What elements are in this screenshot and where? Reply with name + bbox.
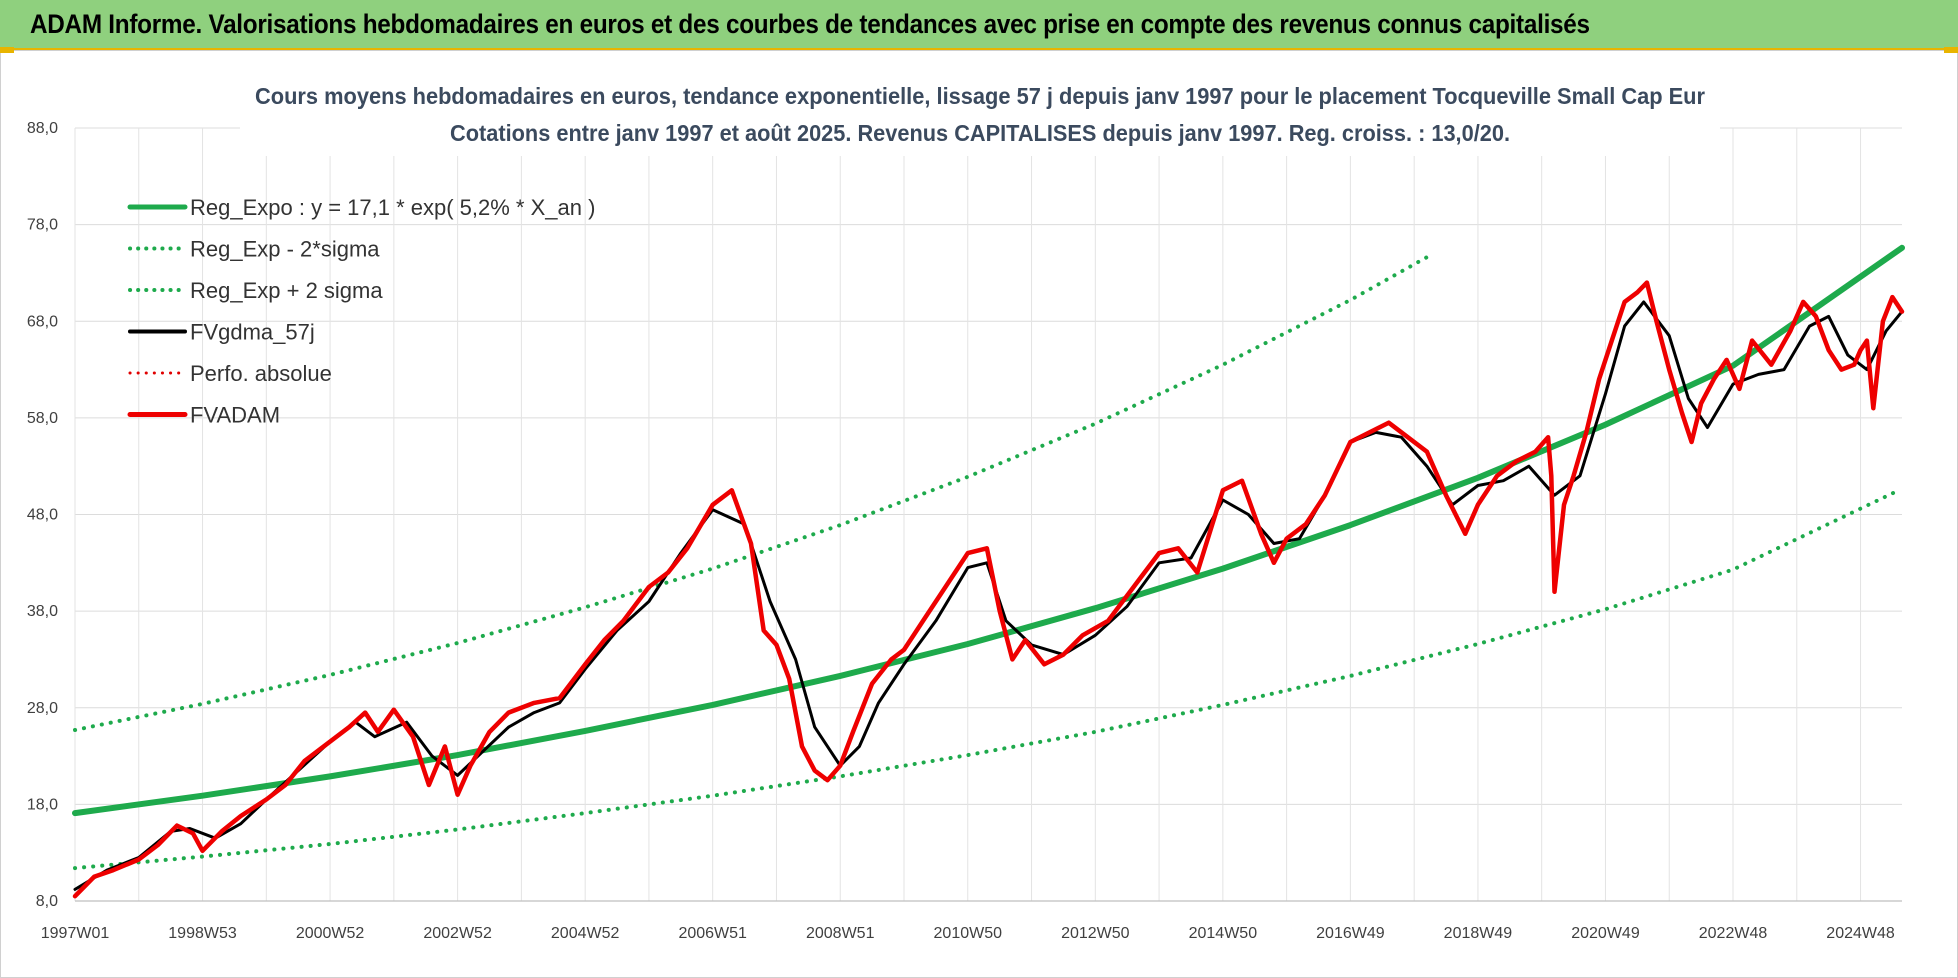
- frame-corner-mark: [1944, 47, 1958, 53]
- legend: Reg_Expo : y = 17,1 * exp( 5,2% * X_an )…: [127, 195, 595, 428]
- x-tick-label: 1997W01: [41, 925, 110, 942]
- y-tick-label: 68,0: [27, 313, 58, 330]
- legend-label: FVADAM: [190, 403, 280, 428]
- series-line-5: [72, 280, 1905, 899]
- x-tick-label: 2004W52: [551, 925, 620, 942]
- series-line-0: [72, 244, 1905, 817]
- title-backdrop: [240, 78, 1720, 156]
- y-tick-label: 88,0: [27, 120, 58, 137]
- chart-subtitle: Cotations entre janv 1997 et août 2025. …: [450, 120, 1510, 146]
- legend-label: Reg_Exp - 2*sigma: [190, 237, 380, 262]
- gridlines: [74, 127, 1902, 902]
- legend-label: FVgdma_57j: [190, 320, 315, 345]
- x-tick-label: 2016W49: [1316, 925, 1385, 942]
- x-axis-ticks: 1997W01 1998W53 2000W52 2002W52 2004W52 2006W…: [41, 925, 1895, 942]
- chart-title-block: Cours moyens hebdomadaires en euros, ten…: [240, 78, 1720, 156]
- x-tick-label: 2020W49: [1571, 925, 1640, 942]
- x-tick-label: 2024W48: [1826, 925, 1895, 942]
- report-title: ADAM Informe. Valorisations hebdomadaire…: [30, 9, 1590, 39]
- x-tick-label: 2002W52: [423, 925, 492, 942]
- y-tick-label: 8,0: [36, 893, 58, 910]
- x-tick-label: 2022W48: [1699, 925, 1768, 942]
- y-tick-label: 38,0: [27, 603, 58, 620]
- chart-top-right-gap: [1900, 115, 1906, 121]
- series-line-1: [73, 488, 1901, 871]
- y-tick-label: 78,0: [27, 217, 58, 234]
- series-lines: [72, 244, 1905, 899]
- legend-label: Perfo. absolue: [190, 361, 332, 386]
- x-tick-label: 2010W50: [934, 925, 1003, 942]
- y-tick-label: 18,0: [27, 796, 58, 813]
- y-tick-label: 58,0: [27, 410, 58, 427]
- legend-label: Reg_Exp + 2 sigma: [190, 278, 383, 303]
- x-tick-label: 2014W50: [1189, 925, 1258, 942]
- series-line-3: [73, 300, 1904, 891]
- x-tick-label: 2000W52: [296, 925, 365, 942]
- x-tick-label: 2018W49: [1444, 925, 1513, 942]
- x-tick-label: 2008W51: [806, 925, 875, 942]
- report-header-banner: ADAM Informe. Valorisations hebdomadaire…: [0, 0, 1958, 50]
- x-tick-label: 2006W51: [678, 925, 747, 942]
- y-axis-ticks: 8,0 18,0 28,0 38,0 48,0 58,0 68,0 78,0 88,0: [27, 120, 58, 910]
- y-tick-label: 28,0: [27, 700, 58, 717]
- legend-label: Reg_Expo : y = 17,1 * exp( 5,2% * X_an ): [190, 195, 595, 220]
- x-tick-label: 1998W53: [168, 925, 237, 942]
- frame-corner-mark: [0, 47, 14, 53]
- x-tick-label: 2012W50: [1061, 925, 1130, 942]
- y-tick-label: 48,0: [27, 507, 58, 524]
- chart-title: Cours moyens hebdomadaires en euros, ten…: [255, 83, 1705, 109]
